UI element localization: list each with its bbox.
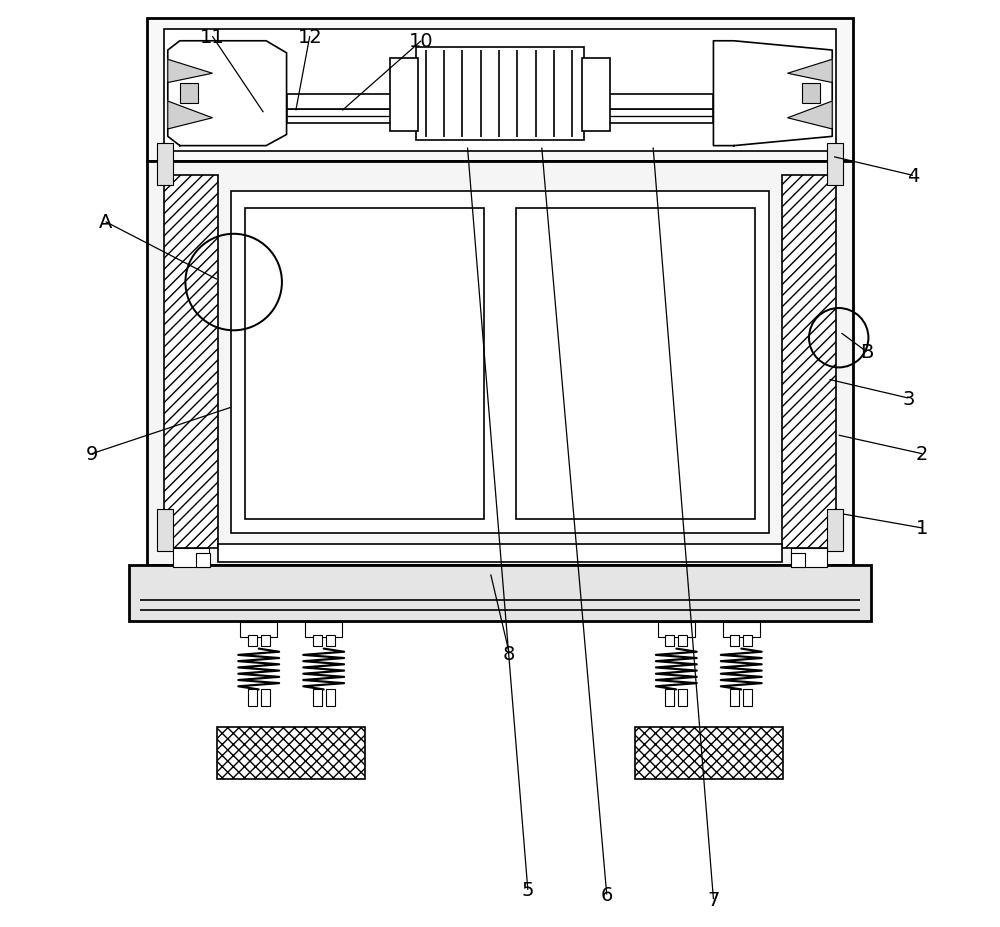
Bar xyxy=(248,690,257,706)
Text: A: A xyxy=(99,213,112,232)
Text: 5: 5 xyxy=(522,881,534,899)
Text: 8: 8 xyxy=(503,644,515,663)
Bar xyxy=(218,544,782,563)
Bar xyxy=(147,162,853,565)
Bar xyxy=(240,622,277,637)
Text: 7: 7 xyxy=(707,890,720,908)
Bar xyxy=(678,690,687,706)
Bar xyxy=(782,176,836,549)
Text: 4: 4 xyxy=(907,167,919,185)
Text: 3: 3 xyxy=(902,389,915,408)
Bar xyxy=(582,59,610,132)
Bar xyxy=(326,690,335,706)
Bar xyxy=(157,144,173,185)
Text: 1: 1 xyxy=(916,519,928,538)
Bar xyxy=(802,83,820,104)
Bar xyxy=(658,622,695,637)
Bar xyxy=(390,59,418,132)
Bar xyxy=(730,690,739,706)
Text: 12: 12 xyxy=(297,28,322,46)
Bar xyxy=(173,549,209,567)
Bar xyxy=(287,109,416,124)
Bar xyxy=(723,622,760,637)
Bar xyxy=(305,622,342,637)
Bar xyxy=(584,95,713,109)
Bar xyxy=(180,83,198,104)
Bar xyxy=(313,690,322,706)
Bar xyxy=(827,144,843,185)
Bar xyxy=(261,690,270,706)
Bar xyxy=(326,635,335,646)
Bar xyxy=(584,109,713,124)
Bar xyxy=(217,728,365,779)
Bar xyxy=(313,635,322,646)
Bar xyxy=(791,549,827,567)
Bar xyxy=(516,209,755,519)
Bar xyxy=(261,635,270,646)
Bar xyxy=(196,553,210,567)
Polygon shape xyxy=(788,60,832,83)
Bar xyxy=(665,635,674,646)
Bar xyxy=(416,48,584,141)
Bar xyxy=(129,565,871,621)
Bar xyxy=(245,209,484,519)
Bar xyxy=(635,728,783,779)
Polygon shape xyxy=(713,42,832,146)
Bar xyxy=(164,176,218,549)
Polygon shape xyxy=(168,42,287,146)
Bar xyxy=(164,30,836,152)
Bar xyxy=(147,19,853,162)
Bar xyxy=(665,690,674,706)
Bar xyxy=(743,690,752,706)
Polygon shape xyxy=(788,102,832,130)
Text: 9: 9 xyxy=(85,445,98,464)
Text: B: B xyxy=(860,343,873,362)
Polygon shape xyxy=(168,102,212,130)
Bar xyxy=(730,635,739,646)
Bar xyxy=(678,635,687,646)
Text: 2: 2 xyxy=(916,445,928,464)
Bar xyxy=(743,635,752,646)
Polygon shape xyxy=(168,60,212,83)
Bar xyxy=(231,192,769,533)
Bar xyxy=(157,510,173,552)
Text: 11: 11 xyxy=(200,28,225,46)
Text: 10: 10 xyxy=(409,32,433,51)
Bar xyxy=(827,510,843,552)
Text: 6: 6 xyxy=(601,885,613,904)
Bar xyxy=(248,635,257,646)
Bar xyxy=(287,95,416,109)
Bar xyxy=(791,553,805,567)
